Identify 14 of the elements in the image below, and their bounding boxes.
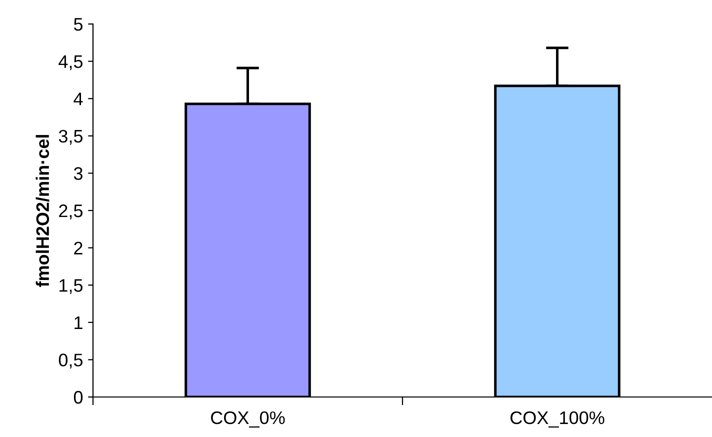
- x-tick-label: COX_0%: [211, 411, 285, 428]
- y-tick-label: 0: [74, 390, 83, 404]
- y-tick-label: 3: [74, 167, 82, 180]
- y-axis-title: fmolH2O2/min·cel: [36, 135, 50, 287]
- y-tick-label: 1: [74, 316, 82, 329]
- x-tick-label: COX_100%: [510, 411, 604, 428]
- y-tick-label: 4: [74, 92, 83, 106]
- y-tick-label: 2,5: [59, 204, 83, 220]
- y-tick-label: 1,5: [60, 279, 83, 294]
- y-tick-label: 4,5: [58, 55, 83, 70]
- y-tick-label: 5: [74, 18, 83, 31]
- y-tick-label: 3,5: [58, 130, 83, 145]
- y-tick-label: 0,5: [58, 354, 83, 369]
- y-tick-label: 2: [74, 242, 82, 254]
